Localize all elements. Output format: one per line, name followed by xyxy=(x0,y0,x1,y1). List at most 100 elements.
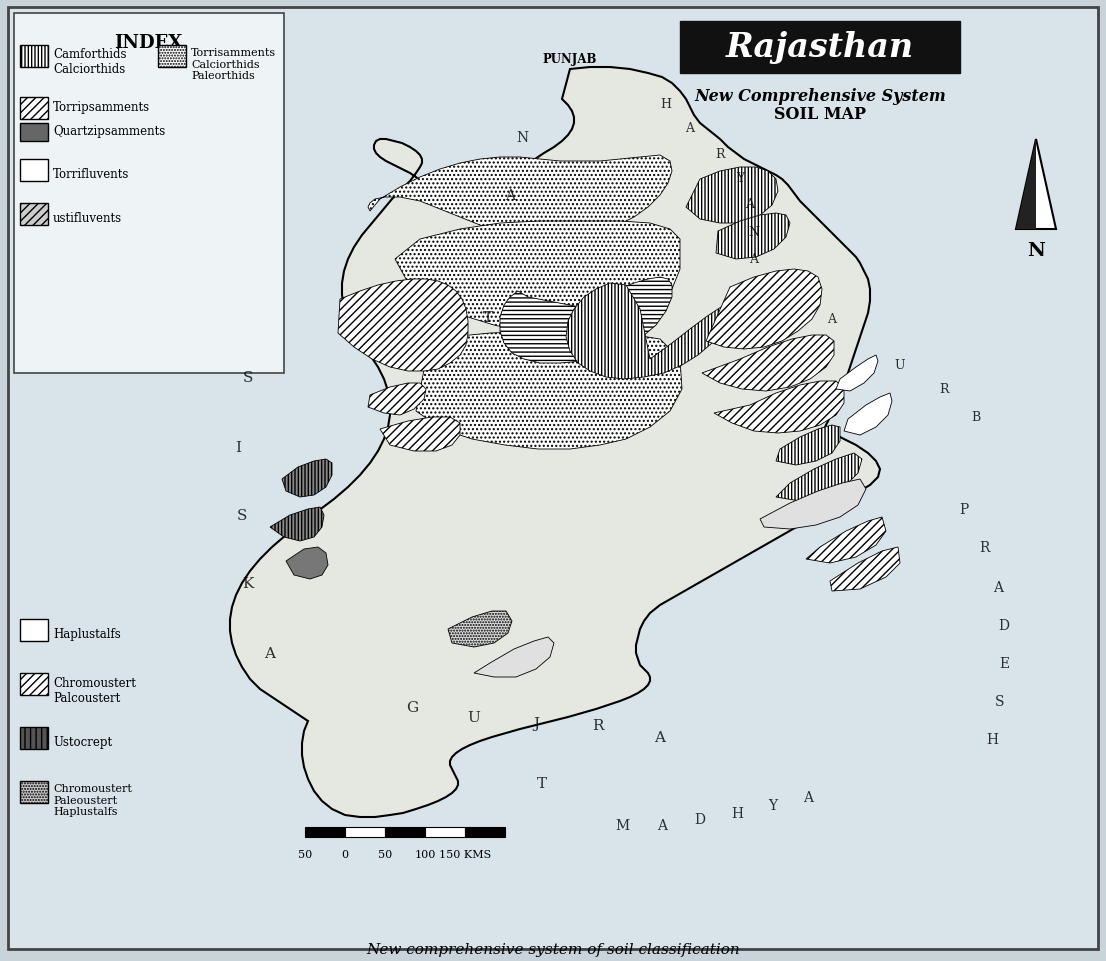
Bar xyxy=(20,674,48,695)
Bar xyxy=(345,827,385,837)
Text: Chromoustert
Palcoustert: Chromoustert Palcoustert xyxy=(53,677,136,704)
Text: S: S xyxy=(995,694,1004,708)
Polygon shape xyxy=(686,168,778,224)
Text: Camforthids
Calciorthids: Camforthids Calciorthids xyxy=(53,48,126,76)
Polygon shape xyxy=(836,356,878,391)
Bar xyxy=(465,827,505,837)
Polygon shape xyxy=(1016,140,1036,230)
Polygon shape xyxy=(714,382,844,433)
Bar xyxy=(20,204,48,226)
Text: PUNJAB: PUNJAB xyxy=(543,54,597,66)
Bar xyxy=(425,827,465,837)
Text: R: R xyxy=(939,383,949,396)
Polygon shape xyxy=(338,280,468,372)
Polygon shape xyxy=(566,283,726,380)
Text: U: U xyxy=(468,710,480,725)
Polygon shape xyxy=(395,222,680,335)
Text: M: M xyxy=(615,818,629,832)
Text: K: K xyxy=(242,577,253,590)
Text: A: A xyxy=(505,188,515,203)
Bar xyxy=(305,827,345,837)
Text: H: H xyxy=(660,97,671,111)
Text: R: R xyxy=(716,147,724,160)
Text: H: H xyxy=(731,806,743,820)
Polygon shape xyxy=(760,480,866,530)
Text: Haplustalfs: Haplustalfs xyxy=(53,628,121,640)
Text: J: J xyxy=(533,716,539,730)
Polygon shape xyxy=(716,213,790,259)
Bar xyxy=(20,46,48,68)
Polygon shape xyxy=(448,611,512,648)
Bar xyxy=(158,46,186,68)
Polygon shape xyxy=(706,270,822,350)
Text: SOIL MAP: SOIL MAP xyxy=(774,106,866,123)
Text: N: N xyxy=(1027,242,1045,259)
Text: Y: Y xyxy=(769,799,778,812)
Text: H: H xyxy=(987,732,998,747)
Polygon shape xyxy=(1016,140,1056,230)
Polygon shape xyxy=(776,426,839,465)
Bar xyxy=(20,727,48,750)
Text: A: A xyxy=(803,790,813,804)
Text: A: A xyxy=(827,313,836,326)
Text: 150 KMS: 150 KMS xyxy=(439,850,491,859)
Text: A: A xyxy=(750,254,759,266)
Bar xyxy=(20,98,48,120)
Bar xyxy=(385,827,425,837)
Text: P: P xyxy=(959,503,969,516)
Text: T: T xyxy=(483,310,493,325)
Polygon shape xyxy=(270,507,324,541)
Bar xyxy=(20,619,48,641)
Polygon shape xyxy=(806,517,886,563)
Polygon shape xyxy=(416,332,682,450)
Text: S: S xyxy=(243,371,253,384)
Text: R: R xyxy=(592,718,604,732)
Text: Ustocrept: Ustocrept xyxy=(53,735,112,749)
Bar xyxy=(20,160,48,182)
Bar xyxy=(14,14,284,374)
Bar xyxy=(20,781,48,803)
Text: D: D xyxy=(999,618,1010,632)
Polygon shape xyxy=(500,278,672,363)
Polygon shape xyxy=(230,68,880,817)
Text: 50: 50 xyxy=(378,850,393,859)
Text: E: E xyxy=(999,656,1009,671)
Polygon shape xyxy=(368,383,426,415)
Text: Torripsamments: Torripsamments xyxy=(53,101,150,114)
Text: 100: 100 xyxy=(415,850,436,859)
Text: New Comprehensive System: New Comprehensive System xyxy=(695,87,946,105)
Polygon shape xyxy=(702,335,834,391)
Text: Quartzipsamments: Quartzipsamments xyxy=(53,125,165,137)
Text: Torrifluvents: Torrifluvents xyxy=(53,168,129,181)
Text: Rajasthan: Rajasthan xyxy=(726,32,914,64)
Text: Chromoustert
Paleoustert
Haplustalfs: Chromoustert Paleoustert Haplustalfs xyxy=(53,783,132,816)
Bar xyxy=(20,124,48,142)
Text: A: A xyxy=(745,197,754,210)
Text: New comprehensive system of soil classification: New comprehensive system of soil classif… xyxy=(366,942,740,956)
Text: S: S xyxy=(237,508,247,523)
Text: A: A xyxy=(657,818,667,832)
Polygon shape xyxy=(368,156,672,237)
Text: N: N xyxy=(749,225,760,238)
Text: INDEX: INDEX xyxy=(114,34,182,52)
Text: 0: 0 xyxy=(342,850,348,859)
Text: N: N xyxy=(515,131,528,145)
Polygon shape xyxy=(282,459,332,498)
Text: I: I xyxy=(234,440,241,455)
Polygon shape xyxy=(844,394,893,435)
Text: Y: Y xyxy=(735,171,744,185)
Text: A: A xyxy=(264,647,275,660)
Polygon shape xyxy=(474,637,554,678)
Polygon shape xyxy=(830,548,900,591)
Polygon shape xyxy=(776,454,862,502)
Bar xyxy=(680,22,960,74)
Text: U: U xyxy=(895,359,905,372)
Text: T: T xyxy=(536,776,547,790)
Text: ustifluvents: ustifluvents xyxy=(53,211,122,225)
Text: A: A xyxy=(655,730,666,744)
Text: B: B xyxy=(971,411,981,424)
Polygon shape xyxy=(286,548,328,579)
Text: A: A xyxy=(993,580,1003,595)
Text: Torrisamments
Calciorthids
Paleorthids: Torrisamments Calciorthids Paleorthids xyxy=(191,48,276,81)
Text: 50: 50 xyxy=(298,850,312,859)
